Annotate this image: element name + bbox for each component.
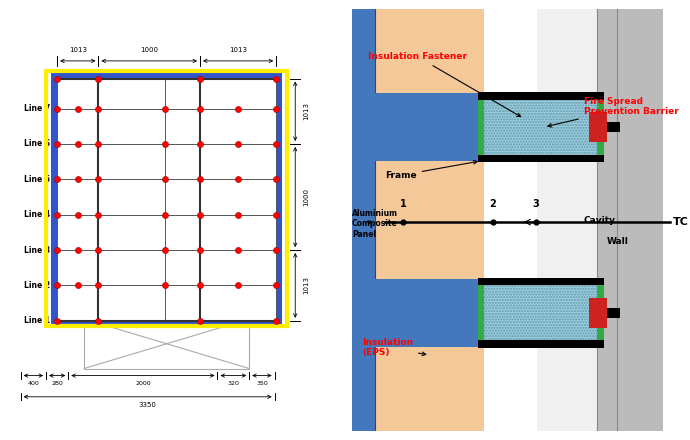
Bar [538, 9, 597, 431]
Bar [352, 9, 375, 431]
Text: Line 1: Line 1 [23, 316, 50, 325]
Text: Insulation
(EPS): Insulation (EPS) [362, 338, 426, 357]
Text: Fire Spread
Prevention Barrier: Fire Spread Prevention Barrier [548, 97, 678, 127]
Text: 3: 3 [533, 199, 539, 209]
Bar [589, 112, 607, 142]
Bar [372, 93, 491, 161]
Text: 1013: 1013 [229, 47, 247, 53]
Bar [477, 92, 604, 99]
Text: Aluminium
Composite
Panel: Aluminium Composite Panel [352, 209, 398, 239]
Text: Frame: Frame [385, 161, 477, 180]
Text: 280: 280 [51, 381, 63, 386]
Text: Cavity: Cavity [584, 216, 615, 224]
Text: Line 2: Line 2 [23, 281, 50, 290]
Text: Line 4: Line 4 [23, 210, 50, 219]
Bar [372, 279, 491, 347]
Bar [589, 298, 607, 328]
Text: Line 7: Line 7 [23, 104, 50, 113]
Text: Line 5: Line 5 [24, 175, 50, 184]
Text: Line 6: Line 6 [23, 139, 50, 148]
Text: Insulation Fastener: Insulation Fastener [368, 52, 521, 117]
Bar [484, 286, 597, 341]
Bar [52, 72, 282, 327]
Bar [46, 72, 287, 326]
Bar [484, 286, 597, 341]
Bar [607, 122, 620, 132]
Bar [372, 119, 398, 136]
Text: 1013: 1013 [303, 276, 309, 294]
Text: TC: TC [673, 217, 689, 227]
Bar [477, 279, 604, 347]
Bar [597, 9, 663, 431]
Text: 1: 1 [400, 199, 406, 209]
Text: 2000: 2000 [135, 381, 150, 386]
Bar [477, 341, 604, 348]
Text: 1000: 1000 [303, 188, 309, 206]
Text: 350: 350 [256, 381, 268, 386]
Text: 3350: 3350 [139, 402, 157, 408]
Text: 2: 2 [489, 199, 496, 209]
Bar [484, 99, 597, 154]
Text: Line 3: Line 3 [23, 246, 50, 255]
Bar [375, 9, 484, 431]
Bar [607, 308, 620, 318]
Text: 1013: 1013 [303, 102, 309, 120]
Text: 1000: 1000 [140, 47, 158, 53]
Bar [372, 304, 398, 321]
Text: 400: 400 [28, 381, 39, 386]
Text: 1013: 1013 [69, 47, 87, 53]
Bar [84, 319, 249, 369]
Bar [477, 154, 604, 162]
Bar [477, 93, 604, 161]
Text: 320: 320 [228, 381, 239, 386]
Text: Wall: Wall [607, 237, 629, 246]
Bar [477, 278, 604, 286]
Bar [57, 79, 276, 321]
Bar [484, 99, 597, 154]
